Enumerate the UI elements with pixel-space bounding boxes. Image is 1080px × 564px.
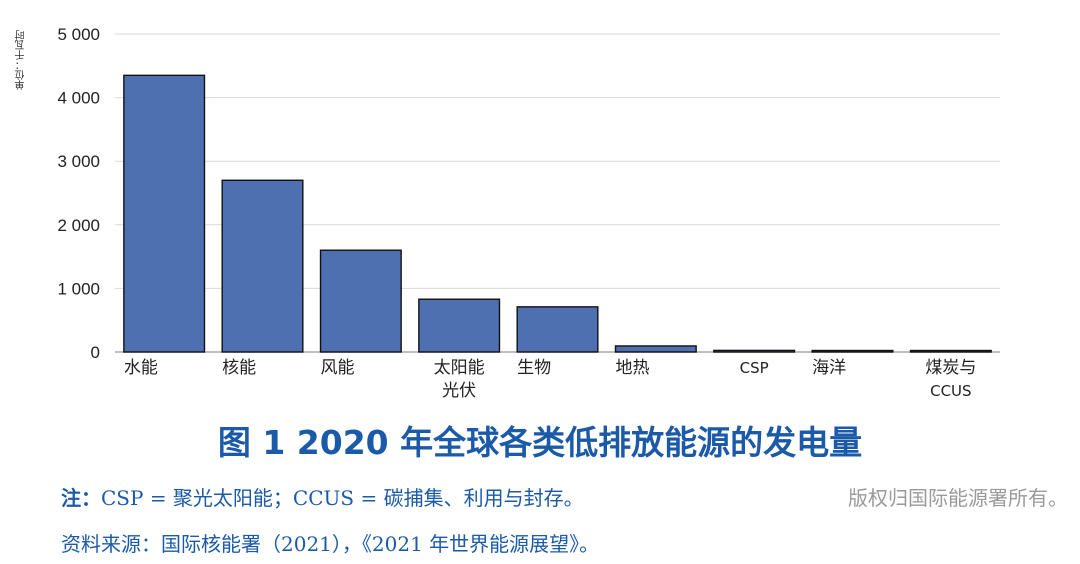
figure-title: 图 1 2020 年全球各类低排放能源的发电量	[217, 423, 863, 462]
y-tick-label: 3 000	[57, 152, 100, 171]
x-tick-label: 海洋	[812, 358, 846, 378]
bar	[221, 179, 304, 353]
note: 注：CSP = 聚光太阳能；CCUS = 碳捕集、利用与封存。	[61, 482, 584, 511]
note-prefix: 注：	[61, 486, 101, 510]
x-tick-label: 太阳能	[434, 358, 485, 378]
note-text: CSP = 聚光太阳能；CCUS = 碳捕集、利用与封存。	[101, 486, 584, 510]
bar	[713, 349, 796, 353]
x-tick-label: 生物	[517, 358, 551, 378]
copyright-notice: 版权归国际能源署所有。	[848, 486, 1068, 510]
x-tick-label: 水能	[124, 358, 158, 378]
y-tick-label: 1 000	[57, 279, 100, 298]
x-tick-label: 煤炭与	[925, 358, 976, 378]
y-tick-label: 0	[91, 343, 100, 362]
x-tick-label: 光伏	[442, 381, 476, 401]
x-tick-label: 风能	[321, 358, 355, 378]
bar	[418, 298, 501, 353]
bar	[516, 306, 599, 353]
y-tick-label: 2 000	[57, 216, 100, 235]
x-tick-label: 核能	[222, 358, 256, 378]
bar	[909, 349, 992, 353]
bar	[614, 345, 697, 353]
y-tick-label: 4 000	[57, 89, 100, 108]
x-tick-label: CCUS	[930, 382, 971, 400]
bar	[811, 349, 894, 353]
x-tick-label: 地热	[616, 358, 650, 378]
bar	[123, 74, 206, 353]
bar	[319, 249, 402, 353]
source-citation: 资料来源：国际核能署（2021），《2021 年世界能源展望》。	[61, 532, 600, 556]
unit-label: 单位：千瓦时	[16, 30, 27, 90]
x-tick-label: CSP	[740, 359, 769, 377]
y-tick-label: 5 000	[57, 25, 100, 44]
